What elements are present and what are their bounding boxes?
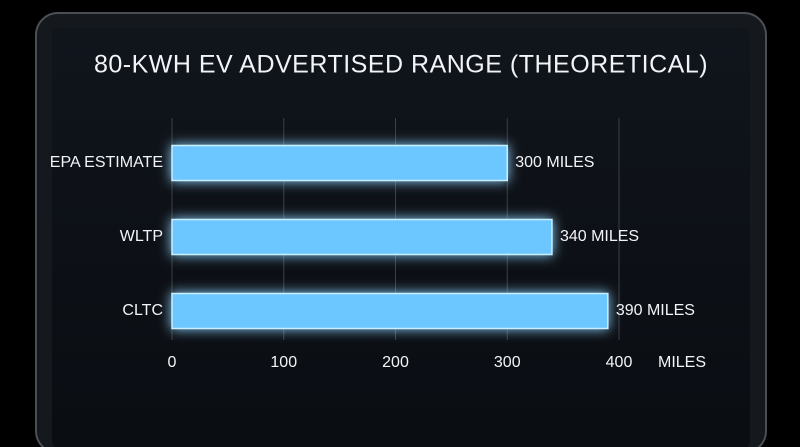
category-label: WLTP bbox=[120, 228, 163, 245]
x-tick-label: 300 bbox=[494, 354, 521, 371]
category-label: EPA ESTIMATE bbox=[50, 154, 163, 171]
category-label: CLTC bbox=[122, 302, 163, 319]
chart-title: 80-KWH EV ADVERTISED RANGE (THEORETICAL) bbox=[94, 51, 708, 79]
value-label: 390 MILES bbox=[616, 302, 695, 319]
value-label: 300 MILES bbox=[515, 154, 594, 171]
bar bbox=[171, 292, 609, 330]
bar bbox=[171, 144, 508, 182]
value-label: 340 MILES bbox=[560, 228, 639, 245]
bar bbox=[171, 218, 553, 256]
x-tick-label: 200 bbox=[382, 354, 409, 371]
x-axis-label: MILES bbox=[658, 354, 706, 371]
x-tick-label: 400 bbox=[606, 354, 633, 371]
x-tick-label: 0 bbox=[168, 354, 177, 371]
x-tick-label: 100 bbox=[270, 354, 297, 371]
